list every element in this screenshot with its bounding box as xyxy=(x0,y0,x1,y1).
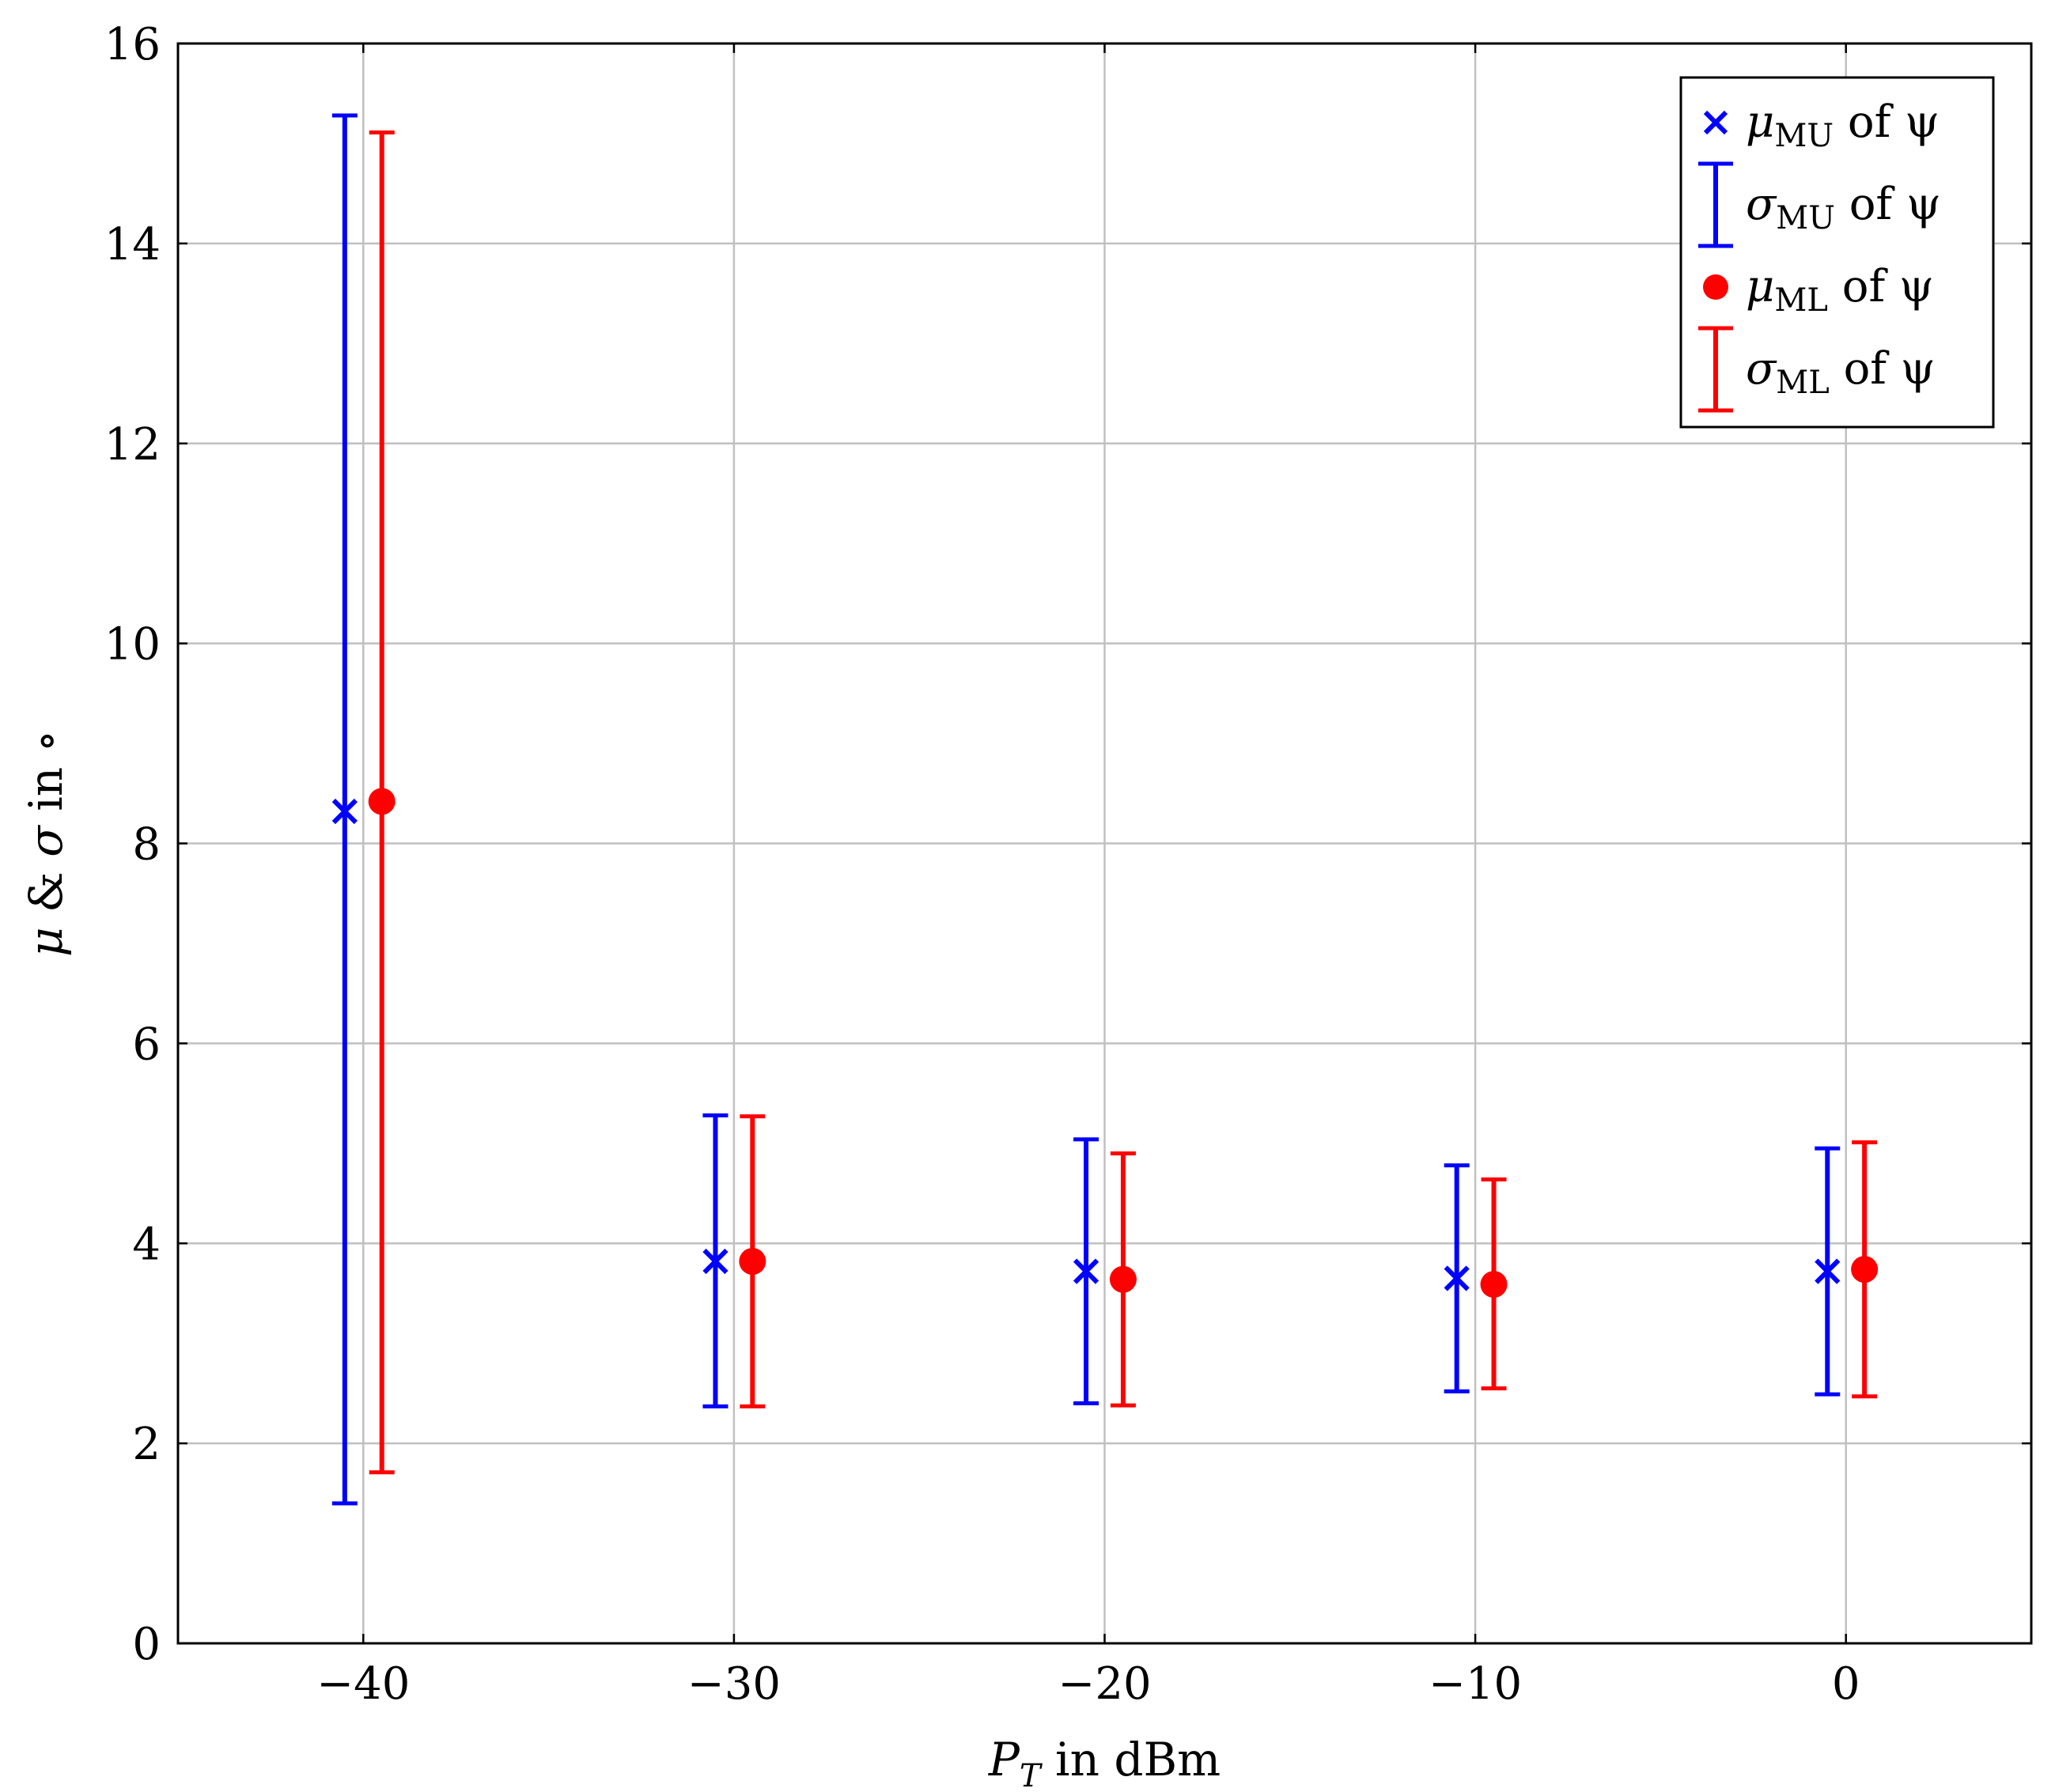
y-axis-label: μ & σ in ∘ xyxy=(19,730,73,957)
x-axis-label-subscript: T xyxy=(1020,1758,1043,1792)
legend-rest: of ψ xyxy=(1834,96,1940,148)
x-tick-label: −30 xyxy=(687,1658,781,1710)
legend-symbols xyxy=(1698,110,1733,413)
legend-entry-sigma-ml: σML of ψ xyxy=(1746,343,1936,401)
y-axis-label-unit: in ∘ xyxy=(19,730,73,826)
cross-stroke xyxy=(702,1248,729,1275)
legend-symbol-text: σ xyxy=(1746,343,1777,395)
x-tick-label: −40 xyxy=(316,1658,410,1710)
y-tick-label: 6 xyxy=(132,1019,161,1070)
x-axis-label: PT in dBm xyxy=(988,1733,1221,1792)
legend: μMU of ψ σMU of ψ μML of ψ σML of ψ xyxy=(1679,76,1995,429)
cross-stroke xyxy=(1815,1258,1841,1284)
mean-marker-x xyxy=(331,798,358,825)
y-tick-label: 8 xyxy=(132,819,161,871)
legend-subscript: ML xyxy=(1776,365,1830,401)
legend-symbol-text: μ xyxy=(1746,96,1774,148)
mean-marker-x xyxy=(1073,1258,1099,1284)
y-axis-label-sigma: σ xyxy=(19,825,73,857)
mean-marker-dot xyxy=(368,788,395,815)
x-axis-label-symbol: P xyxy=(988,1733,1020,1786)
cross-stroke xyxy=(331,798,358,825)
x-tick-label: 0 xyxy=(1832,1658,1860,1710)
x-tick-label: −20 xyxy=(1058,1658,1151,1710)
cross-stroke xyxy=(1444,1265,1470,1291)
y-axis-label-mu: μ xyxy=(19,927,73,957)
y-tick-label: 0 xyxy=(132,1619,161,1670)
mean-marker-dot xyxy=(1851,1256,1879,1284)
cross-stroke xyxy=(1073,1258,1099,1284)
x-axis-label-unit: in dBm xyxy=(1041,1733,1221,1786)
legend-marker-x xyxy=(1703,110,1728,135)
mean-marker-dot xyxy=(1109,1265,1137,1293)
mean-marker-dot xyxy=(739,1248,766,1276)
legend-rest: of ψ xyxy=(1835,179,1941,230)
legend-subscript: MU xyxy=(1774,118,1834,154)
legend-symbol-text: σ xyxy=(1746,179,1777,230)
legend-errorbar xyxy=(1698,161,1733,248)
y-tick-label: 4 xyxy=(132,1219,161,1270)
legend-entry-mu-mu: μMU of ψ xyxy=(1746,96,1940,154)
legend-entry-sigma-mu: σMU of ψ xyxy=(1746,179,1941,236)
legend-subscript: MU xyxy=(1776,200,1835,236)
legend-box xyxy=(1679,76,1995,429)
mean-marker-x xyxy=(1815,1258,1841,1284)
y-tick-label: 12 xyxy=(104,419,161,471)
legend-rest: of ψ xyxy=(1830,343,1936,395)
y-tick-label: 14 xyxy=(104,219,161,270)
legend-rest: of ψ xyxy=(1828,261,1934,312)
legend-entry-mu-ml: μML of ψ xyxy=(1746,261,1934,319)
legend-errorbar xyxy=(1698,326,1733,413)
x-tick-label: −10 xyxy=(1429,1658,1522,1710)
legend-subscript: ML xyxy=(1774,282,1828,319)
legend-marker-dot xyxy=(1703,274,1728,300)
mean-marker-x xyxy=(702,1248,729,1275)
legend-symbol-text: μ xyxy=(1746,261,1774,312)
y-axis-label-amp: & xyxy=(19,857,73,928)
y-tick-label: 2 xyxy=(132,1419,161,1470)
mean-marker-dot xyxy=(1480,1271,1508,1299)
y-tick-label: 10 xyxy=(104,619,161,671)
data-marks xyxy=(331,113,1879,1506)
cross-stroke xyxy=(1703,110,1728,135)
tick-labels: −40 −30 −20 −10 0 0 2 4 6 8 10 12 14 16 xyxy=(104,19,2031,1710)
mean-marker-x xyxy=(1444,1265,1470,1291)
y-tick-label: 16 xyxy=(104,19,161,70)
